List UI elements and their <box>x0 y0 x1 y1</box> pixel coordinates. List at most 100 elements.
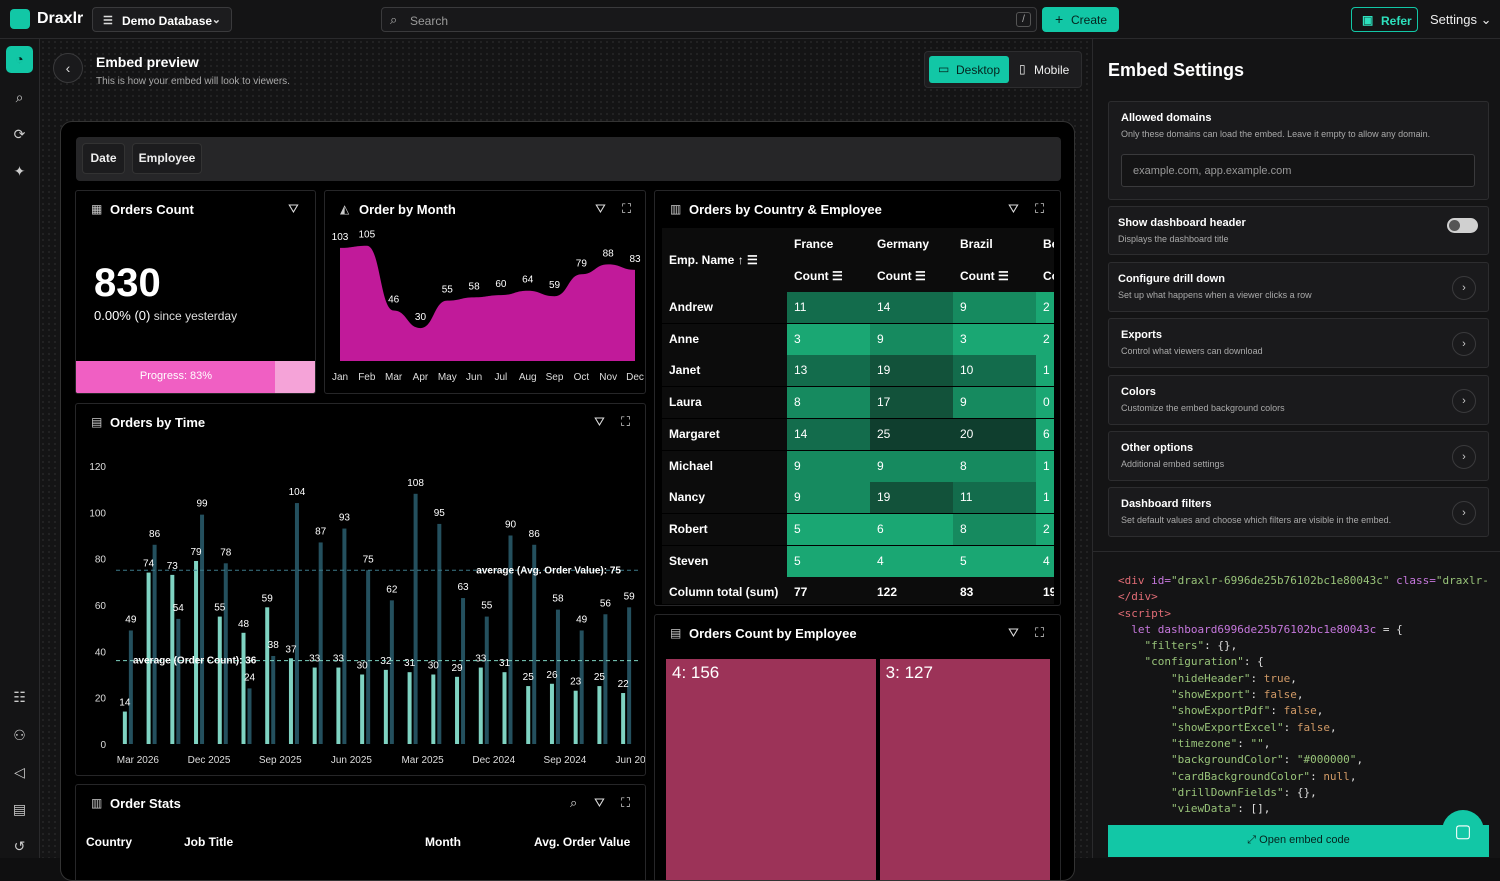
column-header-country[interactable]: Brazil <box>953 228 1036 260</box>
allowed-domains-input[interactable]: example.com, app.example.com <box>1121 154 1475 187</box>
heatmap-cell[interactable]: 1 <box>1036 482 1054 514</box>
refer-button[interactable]: ▣ Refer <box>1351 7 1418 32</box>
add-user-icon[interactable]: ⚇ <box>13 727 26 743</box>
data-label: 93 <box>339 513 351 524</box>
show-header-toggle[interactable] <box>1447 218 1478 233</box>
column-header[interactable]: Country <box>86 835 132 849</box>
heatmap-cell[interactable]: 25 <box>870 418 953 450</box>
column-header[interactable]: Month <box>425 835 461 849</box>
chevron-right-icon[interactable]: › <box>1452 445 1476 469</box>
heatmap-cell[interactable]: 17 <box>870 387 953 419</box>
column-header-country[interactable]: Be <box>1036 228 1054 260</box>
heatmap-cell[interactable]: 6 <box>1036 418 1054 450</box>
bar-chart-icon: ▤ <box>670 626 682 640</box>
bar-avg-order-value <box>437 523 442 744</box>
filter-icon[interactable]: ⛛ <box>594 795 605 810</box>
mobile-button[interactable]: ▯ Mobile <box>1019 56 1079 83</box>
heatmap-cell[interactable]: 6 <box>870 513 953 545</box>
chat-support-icon[interactable]: ▢ <box>1442 810 1484 852</box>
heatmap-cell[interactable]: 9 <box>870 450 953 482</box>
filter-employee[interactable]: Employee <box>132 143 202 174</box>
filter-date[interactable]: Date <box>82 143 125 174</box>
card-title: Order by Month <box>359 202 456 217</box>
column-header[interactable]: Avg. Order Value <box>534 835 631 849</box>
drill-down-section[interactable]: Configure drill down Set up what happens… <box>1108 262 1489 312</box>
column-header-count[interactable]: Co <box>1036 260 1054 292</box>
column-header[interactable]: Job Title <box>184 835 234 849</box>
heatmap-cell[interactable]: 5 <box>953 545 1036 577</box>
sync-icon[interactable]: ⟳ <box>13 126 26 142</box>
megaphone-icon[interactable]: ◁ <box>14 764 25 780</box>
heatmap-cell[interactable]: 8 <box>953 450 1036 482</box>
chevron-right-icon[interactable]: › <box>1452 332 1476 356</box>
heatmap-cell[interactable]: 19 <box>870 482 953 514</box>
kpi-since: since yesterday <box>153 309 238 323</box>
database-icon[interactable]: ☷ <box>13 689 26 705</box>
column-header-count[interactable]: Count ☰ <box>953 260 1036 292</box>
expand-icon[interactable]: ⛶ <box>1035 201 1045 216</box>
search-input[interactable]: ⌕ Search / <box>381 7 1037 32</box>
y-tick-label: 80 <box>95 555 107 566</box>
other-options-section[interactable]: Other options Additional embed settings … <box>1108 431 1489 481</box>
heatmap-cell[interactable]: 4 <box>1036 545 1054 577</box>
search-icon[interactable]: ⌕ <box>15 89 24 105</box>
heatmap-cell[interactable]: 9 <box>953 387 1036 419</box>
heatmap-cell[interactable]: 0 <box>1036 387 1054 419</box>
left-sidebar: ◔ ⌕ ⟳ ✦ ☷ ⚇ ◁ ▤ ↺ <box>0 39 40 858</box>
heatmap-cell[interactable]: 10 <box>953 355 1036 387</box>
heatmap-cell[interactable]: 1 <box>1036 450 1054 482</box>
heatmap-cell[interactable]: 4 <box>870 545 953 577</box>
column-header-count[interactable]: Count ☰ <box>870 260 953 292</box>
open-embed-code-button[interactable]: ⤢ Open embed code <box>1108 825 1489 857</box>
data-label: 64 <box>522 275 534 286</box>
heatmap-cell[interactable]: 9 <box>870 323 953 355</box>
heatmap-cell[interactable]: 14 <box>870 292 953 323</box>
heatmap-cell[interactable]: 11 <box>953 482 1036 514</box>
heatmap-cell[interactable]: 20 <box>953 418 1036 450</box>
history-icon[interactable]: ↺ <box>13 838 26 854</box>
ai-sparkle-icon[interactable]: ✦ <box>13 163 26 179</box>
chevron-right-icon[interactable]: › <box>1452 276 1476 300</box>
filter-icon[interactable]: ⛛ <box>288 201 299 216</box>
draxlr-logo-icon[interactable] <box>10 9 30 29</box>
dashboard-icon[interactable]: ◔ <box>6 46 33 73</box>
desktop-button[interactable]: ▭ Desktop <box>929 56 1009 83</box>
expand-icon[interactable]: ⛶ <box>622 201 632 216</box>
heatmap-cell[interactable]: 8 <box>953 513 1036 545</box>
dashboard-filters-section[interactable]: Dashboard filters Set default values and… <box>1108 487 1489 537</box>
search-icon[interactable]: ⌕ <box>570 795 578 810</box>
expand-icon[interactable]: ⛶ <box>1035 625 1045 640</box>
brand-name[interactable]: Draxlr <box>37 10 84 27</box>
chevron-right-icon[interactable]: › <box>1452 501 1476 525</box>
filter-icon[interactable]: ⛛ <box>1008 201 1019 216</box>
column-header-country[interactable]: Germany <box>870 228 953 260</box>
back-button[interactable]: ‹ <box>53 53 83 83</box>
expand-icon[interactable]: ⛶ <box>621 414 631 429</box>
heatmap-cell[interactable]: 2 <box>1036 513 1054 545</box>
table-icon: ▥ <box>670 202 682 216</box>
treemap-tile[interactable]: 3: 127 <box>879 659 1050 880</box>
heatmap-cell[interactable]: 9 <box>953 292 1036 323</box>
bar-avg-order-value <box>342 528 347 744</box>
settings-menu[interactable]: Settings ⌄ <box>1430 12 1492 28</box>
colors-section[interactable]: Colors Customize the embed background co… <box>1108 375 1489 425</box>
embed-code-preview[interactable]: <div id="draxlr-6996de25b76102bc1e80043c… <box>1118 574 1489 816</box>
treemap-tile[interactable]: 4: 156 <box>666 659 876 880</box>
create-button[interactable]: + Create <box>1042 7 1119 32</box>
chevron-right-icon[interactable]: › <box>1452 389 1476 413</box>
database-selector[interactable]: ☰ Demo Database ⌄ <box>92 7 232 32</box>
heatmap-cell[interactable]: 1 <box>1036 355 1054 387</box>
heatmap-cell[interactable]: 19 <box>870 355 953 387</box>
exports-section[interactable]: Exports Control what viewers can downloa… <box>1108 318 1489 368</box>
column-header-emp-name[interactable]: Emp. Name ↑ ☰ <box>662 228 787 292</box>
book-icon[interactable]: ▤ <box>12 801 27 817</box>
filter-icon[interactable]: ⛛ <box>594 414 605 429</box>
heatmap-cell[interactable]: 3 <box>953 323 1036 355</box>
data-label: 74 <box>143 559 155 570</box>
heatmap-cell[interactable]: 2 <box>1036 292 1054 323</box>
filter-icon[interactable]: ⛛ <box>1008 625 1019 640</box>
expand-icon[interactable]: ⛶ <box>621 795 631 810</box>
heatmap-cell[interactable]: 2 <box>1036 323 1054 355</box>
page-subtitle: This is how your embed will look to view… <box>96 76 290 87</box>
filter-icon[interactable]: ⛛ <box>595 201 606 216</box>
